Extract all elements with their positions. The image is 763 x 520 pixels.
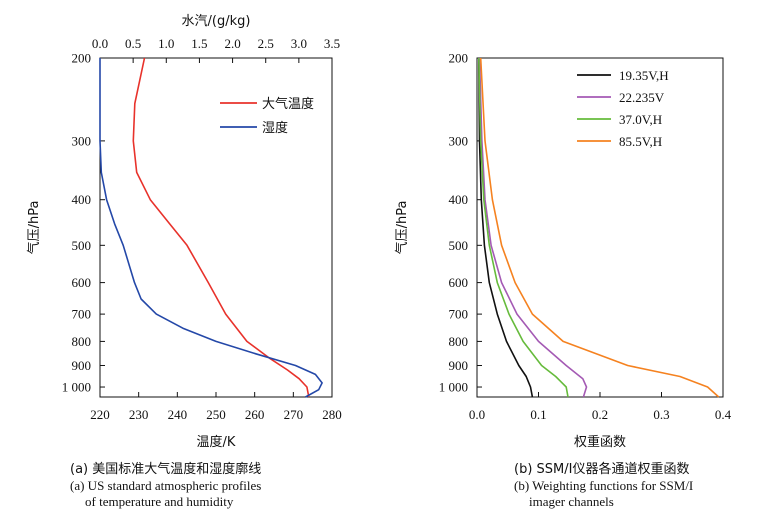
panel-b-x-tick-label: 0.0 xyxy=(469,407,485,422)
panel-b-legend-label-1: 22.235V xyxy=(619,90,665,105)
panel-a-series-line-0 xyxy=(132,57,310,398)
caption-b: (b) SSM/I仪器各通道权重函数 (b) Weighting functio… xyxy=(514,462,763,510)
panel-b-y-tick-label: 700 xyxy=(449,307,469,322)
panel-b-series-line-1 xyxy=(478,57,588,398)
panel-b-x-axis-title: 权重函数 xyxy=(574,434,626,450)
panel-a-legend-label-1: 湿度 xyxy=(262,120,288,136)
panel-a-y-tick-label: 200 xyxy=(72,51,92,66)
panel-b-series-line-2 xyxy=(478,57,569,398)
caption-a-chinese: (a) 美国标准大气温度和湿度廓线 xyxy=(70,462,262,477)
panel-a-x2-axis-title: 水汽/(g/kg) xyxy=(182,14,251,29)
panel-a-x2-tick-label: 2.5 xyxy=(258,36,274,51)
panel-b-legend-label-3: 85.5V,H xyxy=(619,134,662,149)
panel-a-y-tick-label: 800 xyxy=(72,334,92,349)
panel-a-x-tick-label: 240 xyxy=(168,407,188,422)
panel-b-legend-label-2: 37.0V,H xyxy=(619,112,662,127)
panel-a-series-line-1 xyxy=(99,58,323,398)
panel-a-y-tick-label: 700 xyxy=(72,307,92,322)
caption-b-english-line1: (b) Weighting functions for SSM/I xyxy=(514,478,694,493)
panel-b-y-tick-label: 600 xyxy=(449,275,469,290)
panel-a-legend-label-0: 大气温度 xyxy=(262,96,314,112)
panel-b-x-tick-label: 0.1 xyxy=(530,407,546,422)
panel-a-x-tick-label: 230 xyxy=(129,407,149,422)
panel-a-x2-tick-label: 3.5 xyxy=(324,36,340,51)
panel-a-temperature-humidity-chart: 200 300 400 500 600 700 800 900 1 000 220 230 240 25… xyxy=(26,14,342,450)
panel-a-x-tick-label: 280 xyxy=(322,407,342,422)
panel-a-y-axis-title: 气压/hPa xyxy=(26,201,42,255)
panel-a-x-axis-title: 温度/K xyxy=(197,434,236,450)
caption-a-english-line1: (a) US standard atmospheric profiles xyxy=(70,478,262,493)
panel-b-x-tick-label: 0.3 xyxy=(653,407,669,422)
caption-a: (a) 美国标准大气温度和湿度廓线 (a) US standard atmosp… xyxy=(70,462,360,510)
panel-a-x-tick-label: 260 xyxy=(245,407,265,422)
panel-b-y-tick-label: 500 xyxy=(449,238,469,253)
panel-a-x-tick-label: 220 xyxy=(90,407,110,422)
panel-a-y-tick-label: 300 xyxy=(72,133,92,148)
panel-b-y-tick-label: 400 xyxy=(449,192,469,207)
panel-a-x2-tick-label: 1.5 xyxy=(191,36,207,51)
panel-a-x-tick-label: 250 xyxy=(206,407,226,422)
panel-b-y-tick-label: 300 xyxy=(449,133,469,148)
panel-a-x2-tick-label: 0.0 xyxy=(92,36,108,51)
panel-a-y-tick-label: 600 xyxy=(72,275,92,290)
panel-a-y-tick-label: 400 xyxy=(72,192,92,207)
panel-b-series-line-0 xyxy=(478,57,534,398)
panel-a-x2-tick-label: 2.0 xyxy=(224,36,240,51)
panel-a-x2-tick-label: 1.0 xyxy=(158,36,174,51)
caption-a-english-line2: of temperature and humidity xyxy=(85,494,234,509)
panel-a-x2-tick-label: 3.0 xyxy=(291,36,307,51)
panel-a-x-tick-label: 270 xyxy=(284,407,304,422)
panel-a-y-tick-label: 500 xyxy=(72,238,92,253)
caption-b-chinese: (b) SSM/I仪器各通道权重函数 xyxy=(514,462,690,477)
panel-b-y-tick-label: 900 xyxy=(449,358,469,373)
panel-a-y-tick-label: 900 xyxy=(72,358,92,373)
panel-a-x2-tick-label: 0.5 xyxy=(125,36,141,51)
panel-b-y-tick-label: 200 xyxy=(449,51,469,66)
panel-b-plot-frame xyxy=(476,57,724,398)
panel-b-y-tick-label: 1 000 xyxy=(439,380,468,395)
panel-b-y-axis-title: 气压/hPa xyxy=(394,201,410,255)
panel-b-y-tick-label: 800 xyxy=(449,334,469,349)
panel-b-x-tick-label: 0.2 xyxy=(592,407,608,422)
caption-b-english-line2: imager channels xyxy=(529,494,614,509)
panel-a-y-tick-label: 1 000 xyxy=(62,380,91,395)
panel-b-series-line-3 xyxy=(479,57,720,398)
panel-b-legend-label-0: 19.35V,H xyxy=(619,68,669,83)
panel-b-x-tick-label: 0.4 xyxy=(715,407,732,422)
